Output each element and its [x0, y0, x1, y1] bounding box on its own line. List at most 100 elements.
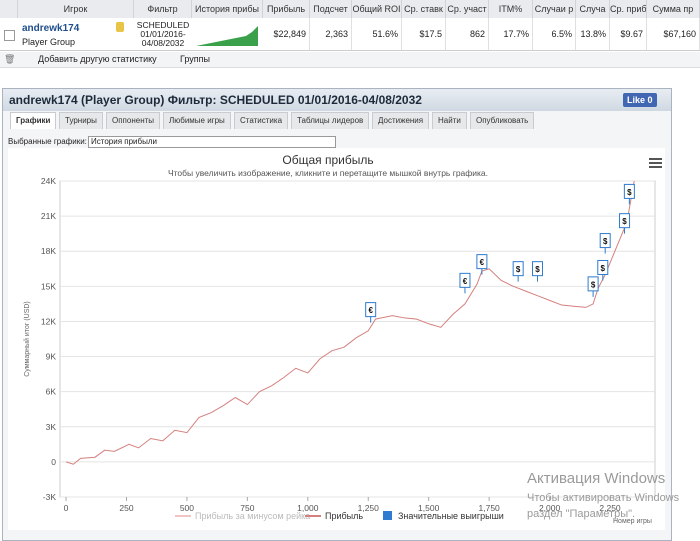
- cell-value: $9.67: [610, 18, 647, 50]
- big-win-flag: [587, 276, 599, 292]
- big-win-flag: [476, 254, 488, 270]
- cell-value: 862: [446, 18, 489, 50]
- big-win-flag: [597, 259, 609, 275]
- x-tick-label: 1,500: [418, 503, 440, 513]
- x-tick-label: 2,000: [539, 503, 561, 513]
- header-cell[interactable]: История прибы: [192, 0, 263, 18]
- stats-table: Игрок Фильтр История прибы Прибыль Подсчет Об…: [0, 0, 700, 51]
- big-win-label: $: [601, 264, 606, 273]
- header-cell[interactable]: Случа: [576, 0, 610, 18]
- y-tick-label: 0: [51, 457, 56, 467]
- cell-value: 6.5%: [533, 18, 576, 50]
- big-win-label: €: [368, 306, 373, 315]
- tab[interactable]: Оппоненты: [106, 112, 161, 129]
- chart-subtitle: Чтобы увеличить изображение, кликните и …: [168, 168, 488, 178]
- header-cell[interactable]: Подсчет: [310, 0, 352, 18]
- x-tick-label: 1,000: [297, 503, 319, 513]
- watermark-title: Активация Windows: [527, 470, 666, 487]
- y-tick-label: 21K: [41, 211, 56, 221]
- filter-line: 01/01/2016-: [140, 29, 186, 39]
- x-tick-label: 1,250: [358, 503, 380, 513]
- big-win-flag: [599, 233, 611, 249]
- chart-title: Общая прибыль: [282, 153, 373, 167]
- big-win-flag: [531, 261, 543, 277]
- big-win-flag: [623, 183, 635, 199]
- header-cell[interactable]: Ср. ставк: [402, 0, 446, 18]
- tab[interactable]: Турниры: [59, 112, 103, 129]
- filter-line: SCHEDULED: [136, 20, 190, 30]
- tab[interactable]: Опубликовать: [470, 112, 535, 129]
- cell-value: 2,363: [310, 18, 352, 50]
- tab[interactable]: Любимые игры: [163, 112, 231, 129]
- cell-value: $22,849: [263, 18, 310, 50]
- y-tick-label: -3K: [43, 492, 57, 502]
- y-tick-label: 24K: [41, 176, 56, 186]
- header-cell[interactable]: Случаи р: [533, 0, 576, 18]
- cell-value: 13.8%: [576, 18, 610, 50]
- trophy-icon: [116, 22, 124, 32]
- cell-value: 51.6%: [352, 18, 402, 50]
- header-cell[interactable]: Общий ROI: [352, 0, 402, 18]
- big-win-label: €: [480, 258, 485, 267]
- big-win-label: $: [622, 217, 627, 226]
- x-tick-label: 1,750: [479, 503, 501, 513]
- y-tick-label: 15K: [41, 281, 56, 291]
- big-win-label: €: [463, 277, 468, 286]
- header-cell[interactable]: Ср. участ: [446, 0, 489, 18]
- big-win-label: $: [627, 188, 632, 197]
- legend-label[interactable]: Прибыль за минусом рейка: [195, 511, 310, 521]
- legend-label[interactable]: Прибыль: [325, 511, 363, 521]
- x-tick-label: 250: [119, 503, 133, 513]
- toolbar: 🗑 Добавить другую статистику Группы: [0, 52, 700, 68]
- x-tick-label: 2,250: [599, 503, 621, 513]
- player-name[interactable]: andrewk174: [22, 23, 80, 34]
- groups-button[interactable]: Группы: [180, 54, 210, 64]
- legend-label: Значительные выигрыши: [398, 511, 504, 521]
- tab[interactable]: Таблицы лидеров: [291, 112, 370, 129]
- delete-icon[interactable]: 🗑: [4, 54, 16, 64]
- tab[interactable]: Статистика: [234, 112, 289, 129]
- tab[interactable]: Найти: [432, 112, 467, 129]
- tab[interactable]: Графики: [10, 112, 57, 129]
- y-axis-title: Суммарный итог (USD): [23, 301, 31, 377]
- row-checkbox[interactable]: [4, 30, 15, 41]
- header-cell[interactable]: ITM%: [489, 0, 533, 18]
- tab[interactable]: Достижения: [372, 112, 430, 129]
- player-group: Player Group: [22, 37, 76, 47]
- cell-value: $17.5: [402, 18, 446, 50]
- panel-header: andrewk174 (Player Group) Фильтр: SCHEDU…: [3, 89, 671, 111]
- like-count: 0: [647, 95, 653, 105]
- like-text: Like: [627, 95, 646, 105]
- watermark-line: Чтобы активировать Windows: [527, 492, 680, 504]
- y-tick-label: 3K: [46, 422, 57, 432]
- x-tick-label: 500: [180, 503, 194, 513]
- y-tick-label: 9K: [46, 352, 57, 362]
- header-cell[interactable]: Сумма пр: [647, 0, 700, 18]
- y-tick-label: 6K: [46, 387, 57, 397]
- x-tick-label: 750: [240, 503, 254, 513]
- add-stat-button[interactable]: Добавить другую статистику: [38, 54, 157, 64]
- big-win-flag: [459, 272, 471, 288]
- big-win-flag: [365, 302, 377, 318]
- header-cell[interactable]: Прибыль: [263, 0, 310, 18]
- like-button[interactable]: Like 0: [623, 93, 657, 107]
- big-win-flag: [619, 213, 631, 229]
- header-cell: [0, 0, 18, 18]
- x-axis-title: Номер игры: [613, 518, 652, 525]
- legend-square: [383, 511, 392, 520]
- big-win-flag: [512, 261, 524, 277]
- chart-select[interactable]: История прибыли: [88, 136, 336, 148]
- header-cell[interactable]: Игрок: [18, 0, 134, 18]
- header-cell[interactable]: Фильтр: [134, 0, 192, 18]
- menu-icon[interactable]: [649, 158, 662, 168]
- y-tick-label: 18K: [41, 246, 56, 256]
- y-tick-label: 12K: [41, 316, 56, 326]
- profit-line: [65, 180, 635, 465]
- filter-line: 04/08/2032: [141, 38, 185, 48]
- big-win-label: $: [603, 237, 608, 246]
- big-win-label: $: [535, 265, 540, 274]
- cell-value: 17.7%: [489, 18, 533, 50]
- header-cell[interactable]: Ср. прибы: [610, 0, 647, 18]
